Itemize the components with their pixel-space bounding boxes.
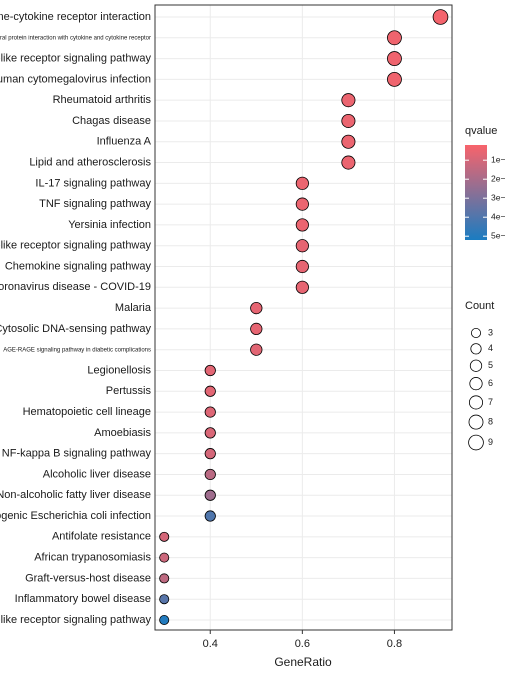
dot [387,30,402,46]
y-tick-label: Viral protein interaction with cytokine … [0,35,151,41]
dot [204,489,216,501]
dot [204,385,216,397]
colorbar-label: 5e−05 [491,230,505,240]
panel-border [154,4,453,631]
y-tick-label: Hematopoietic cell lineage [23,406,151,418]
y-tick-label: Chagas disease [72,115,151,127]
y-tick-label: Inflammatory bowel disease [15,593,151,605]
dot [432,9,449,25]
y-tick-label: RIG-I-like receptor signaling pathway [0,614,151,626]
y-tick-label: TNF signaling pathway [39,198,151,210]
dot [250,322,263,336]
size-key [469,377,483,391]
y-tick-label: African trypanosomiasis [34,552,151,564]
dot [295,176,309,190]
dot [387,51,402,67]
dot [204,510,216,522]
dot [204,468,216,481]
size-legend-title: Count [465,300,494,312]
y-tick-label: IL-17 signaling pathway [35,177,151,189]
y-tick-label: Malaria [115,302,152,314]
y-tick-label: Yersinia infection [68,219,151,231]
y-tick-label: Non-alcoholic fatty liver disease [0,489,151,501]
y-tick-label: Pertussis [106,385,152,397]
size-label: 4 [488,343,493,353]
panel [155,5,452,630]
size-label: 5 [488,360,493,370]
dot [250,343,263,356]
dot [159,614,170,626]
dot [159,573,170,584]
size-label: 6 [488,378,493,388]
dot [159,594,170,605]
dot [204,364,216,377]
y-tick-label: Cytokine-cytokine receptor interaction [0,11,151,23]
size-key [470,343,482,355]
y-tick-label: NF-kappa B signaling pathway [2,448,152,460]
dot [204,406,216,418]
dot [387,71,402,87]
y-tick-label: Antifolate resistance [52,531,151,543]
y-tick-label: Legionellosis [87,364,151,376]
dot [159,552,170,563]
dot [341,134,356,149]
y-tick-label: AGE-RAGE signaling pathway in diabetic c… [3,347,151,353]
colorbar [465,145,487,240]
size-label: 7 [488,397,493,407]
y-tick-label: Amoebiasis [94,427,151,439]
size-label: 9 [488,437,493,447]
y-tick-label: Toll-like receptor signaling pathway [0,52,151,64]
dot [341,93,356,108]
y-tick-label: Coronavirus disease - COVID-19 [0,281,151,293]
size-label: 8 [488,416,493,426]
size-key [468,414,484,430]
dot [204,448,216,460]
y-tick-label: Human cytomegalovirus infection [0,73,151,85]
dot [341,113,356,128]
dot [159,531,170,542]
y-tick-label: NOD-like receptor signaling pathway [0,240,151,252]
size-key [469,359,483,372]
y-tick-label: Cytosolic DNA-sensing pathway [0,323,151,335]
y-tick-label: Rheumatoid arthritis [53,94,152,106]
y-tick-label: Alcoholic liver disease [43,468,151,480]
x-tick-label: 0.4 [203,638,218,650]
dot [295,218,309,232]
dot [341,155,356,170]
dot [204,427,216,439]
size-key [468,434,484,451]
size-label: 3 [488,327,493,337]
dot [295,259,309,274]
y-tick-label: Influenza A [97,136,152,148]
colorbar-label: 4e−05 [491,211,505,221]
color-legend-title: qvalue [465,125,497,137]
x-tick-label: 0.6 [295,638,310,650]
y-tick-label: Graft-versus-host disease [25,572,151,584]
y-tick-label: Chemokine signaling pathway [5,260,152,272]
dot [295,239,309,253]
colorbar-label: 1e−05 [491,154,505,164]
dot [295,280,309,294]
y-tick-label: Lipid and atherosclerosis [29,156,151,168]
colorbar-label: 2e−05 [491,173,505,183]
dot [295,197,309,211]
size-key [470,327,482,339]
x-tick-label: 0.8 [387,638,402,650]
dot [250,301,263,315]
y-tick-label: Pathogenic Escherichia coli infection [0,510,151,522]
colorbar-label: 3e−05 [491,192,505,202]
size-key [468,395,484,410]
x-axis-title: GeneRatio [274,655,332,669]
